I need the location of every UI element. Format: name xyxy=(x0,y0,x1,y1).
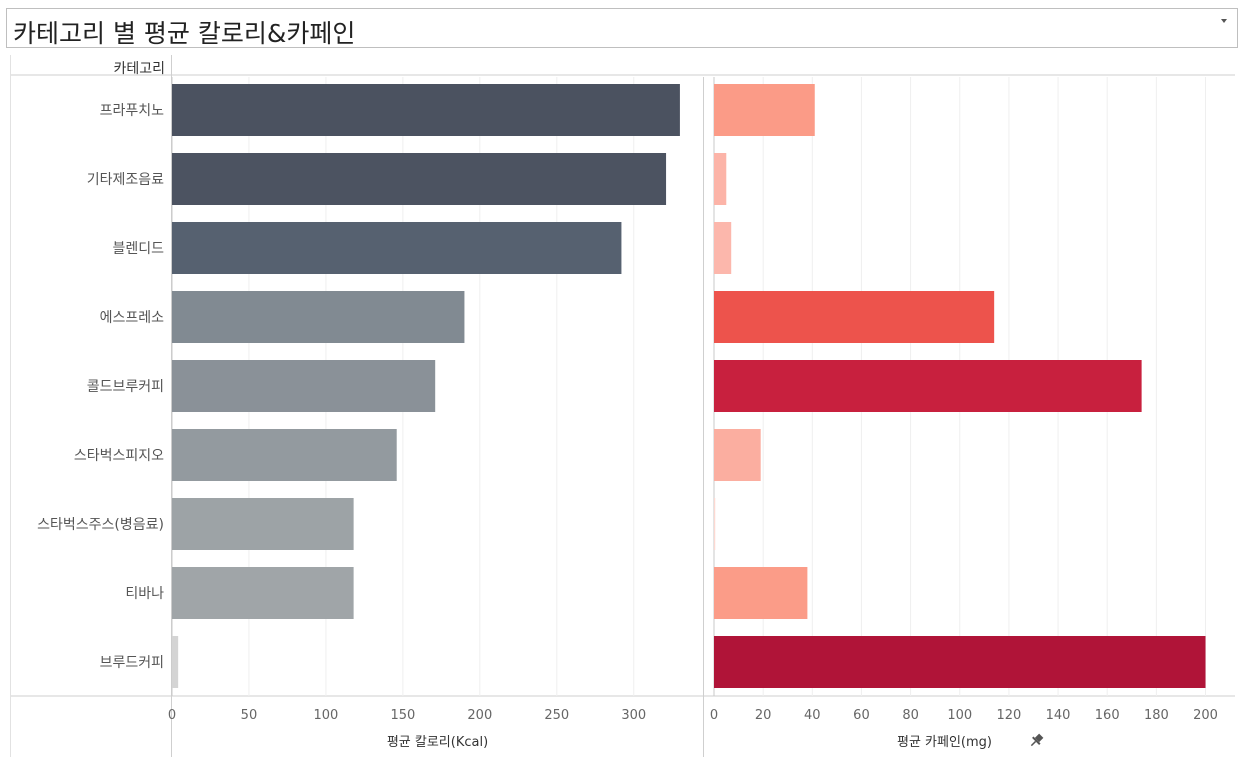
bar xyxy=(172,498,354,550)
category-label: 스타벅스피지오 xyxy=(74,448,164,464)
x-tick-label: 0 xyxy=(710,708,718,723)
x-tick-label: 100 xyxy=(313,708,338,723)
bar xyxy=(172,291,465,343)
x-tick-label: 60 xyxy=(853,708,870,723)
bar xyxy=(714,567,808,619)
bar xyxy=(172,84,680,136)
x-tick-label: 40 xyxy=(804,708,821,723)
bar xyxy=(172,153,667,205)
category-label: 블렌디드 xyxy=(112,241,164,257)
x-tick-label: 250 xyxy=(544,708,569,723)
x-tick-label: 20 xyxy=(755,708,772,723)
bar xyxy=(714,498,716,550)
bar xyxy=(714,153,727,205)
bar xyxy=(714,636,1206,688)
category-label: 티바나 xyxy=(125,586,164,602)
category-label: 스타벅스주스(병음료) xyxy=(37,517,164,533)
title-dropdown[interactable]: 카테고리 별 평균 칼로리&카페인 xyxy=(6,8,1238,48)
x-tick-label: 100 xyxy=(947,708,972,723)
bar xyxy=(172,429,397,481)
bar xyxy=(714,222,732,274)
bar xyxy=(714,360,1142,412)
bar xyxy=(172,360,436,412)
bar xyxy=(172,567,354,619)
x-tick-label: 160 xyxy=(1095,708,1120,723)
x-axis-title: 평균 칼로리(Kcal) xyxy=(387,735,488,750)
x-tick-label: 180 xyxy=(1144,708,1169,723)
x-tick-label: 0 xyxy=(168,708,176,723)
x-tick-label: 120 xyxy=(996,708,1021,723)
page-title: 카테고리 별 평균 칼로리&카페인 xyxy=(13,19,356,48)
bar xyxy=(172,636,179,688)
x-tick-label: 150 xyxy=(390,708,415,723)
category-label: 브루드커피 xyxy=(100,655,164,671)
category-label: 에스프레소 xyxy=(100,310,165,326)
category-column-header: 카테고리 xyxy=(113,61,165,77)
x-tick-label: 300 xyxy=(621,708,646,723)
bar xyxy=(714,84,815,136)
x-axis-title: 평균 카페인(mg) xyxy=(897,735,992,750)
category-label: 콜드브루커피 xyxy=(87,379,164,395)
bar xyxy=(714,429,761,481)
bar xyxy=(714,291,995,343)
x-tick-label: 140 xyxy=(1046,708,1071,723)
bar xyxy=(172,222,622,274)
x-tick-label: 200 xyxy=(467,708,492,723)
x-tick-label: 200 xyxy=(1193,708,1218,723)
x-tick-label: 50 xyxy=(241,708,258,723)
chevron-down-icon[interactable] xyxy=(1221,19,1227,23)
category-label: 프라푸치노 xyxy=(100,103,165,119)
pin-icon[interactable] xyxy=(1028,732,1045,749)
x-tick-label: 80 xyxy=(902,708,919,723)
category-label: 기타제조음료 xyxy=(87,172,164,188)
